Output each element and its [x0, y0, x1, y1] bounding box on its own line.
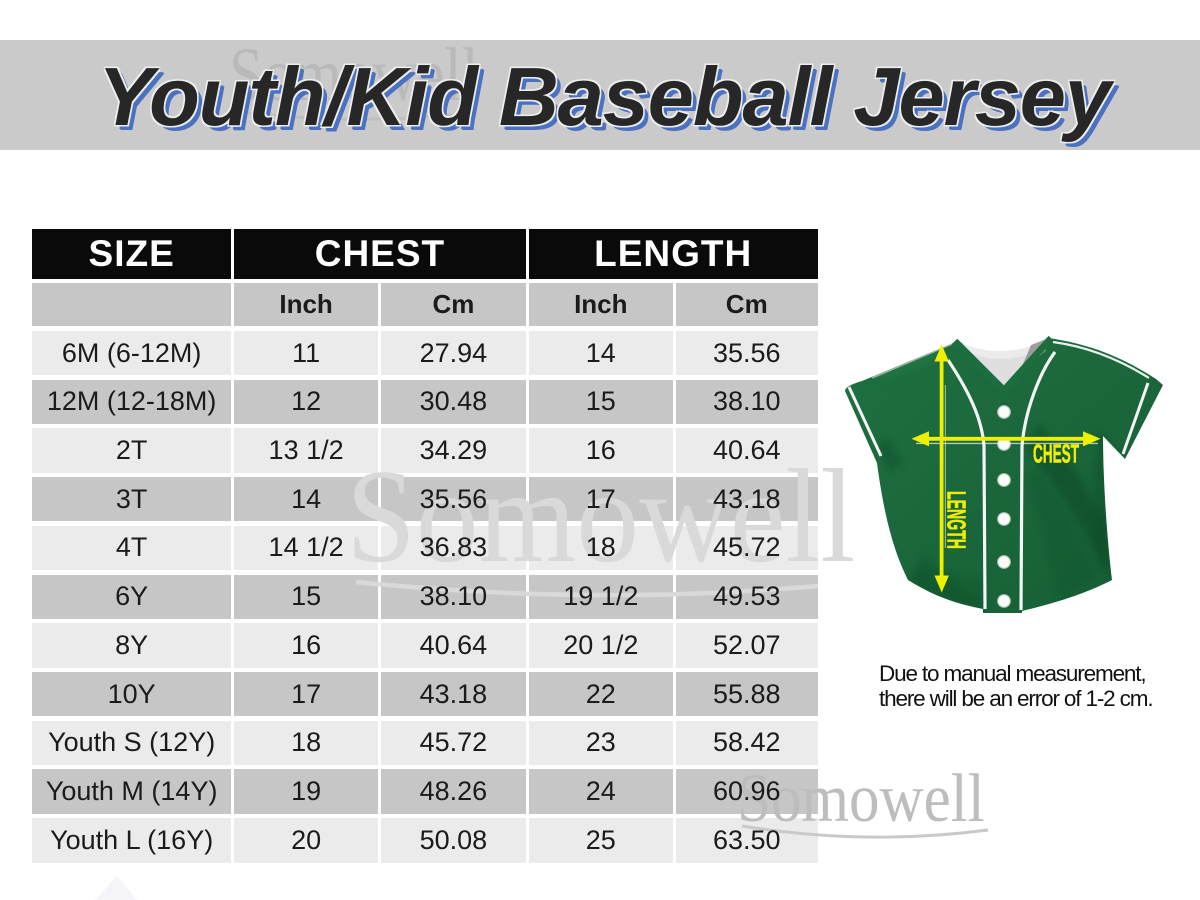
svg-text:CHEST: CHEST	[1033, 439, 1079, 469]
svg-text:LENGTH: LENGTH	[942, 491, 972, 549]
